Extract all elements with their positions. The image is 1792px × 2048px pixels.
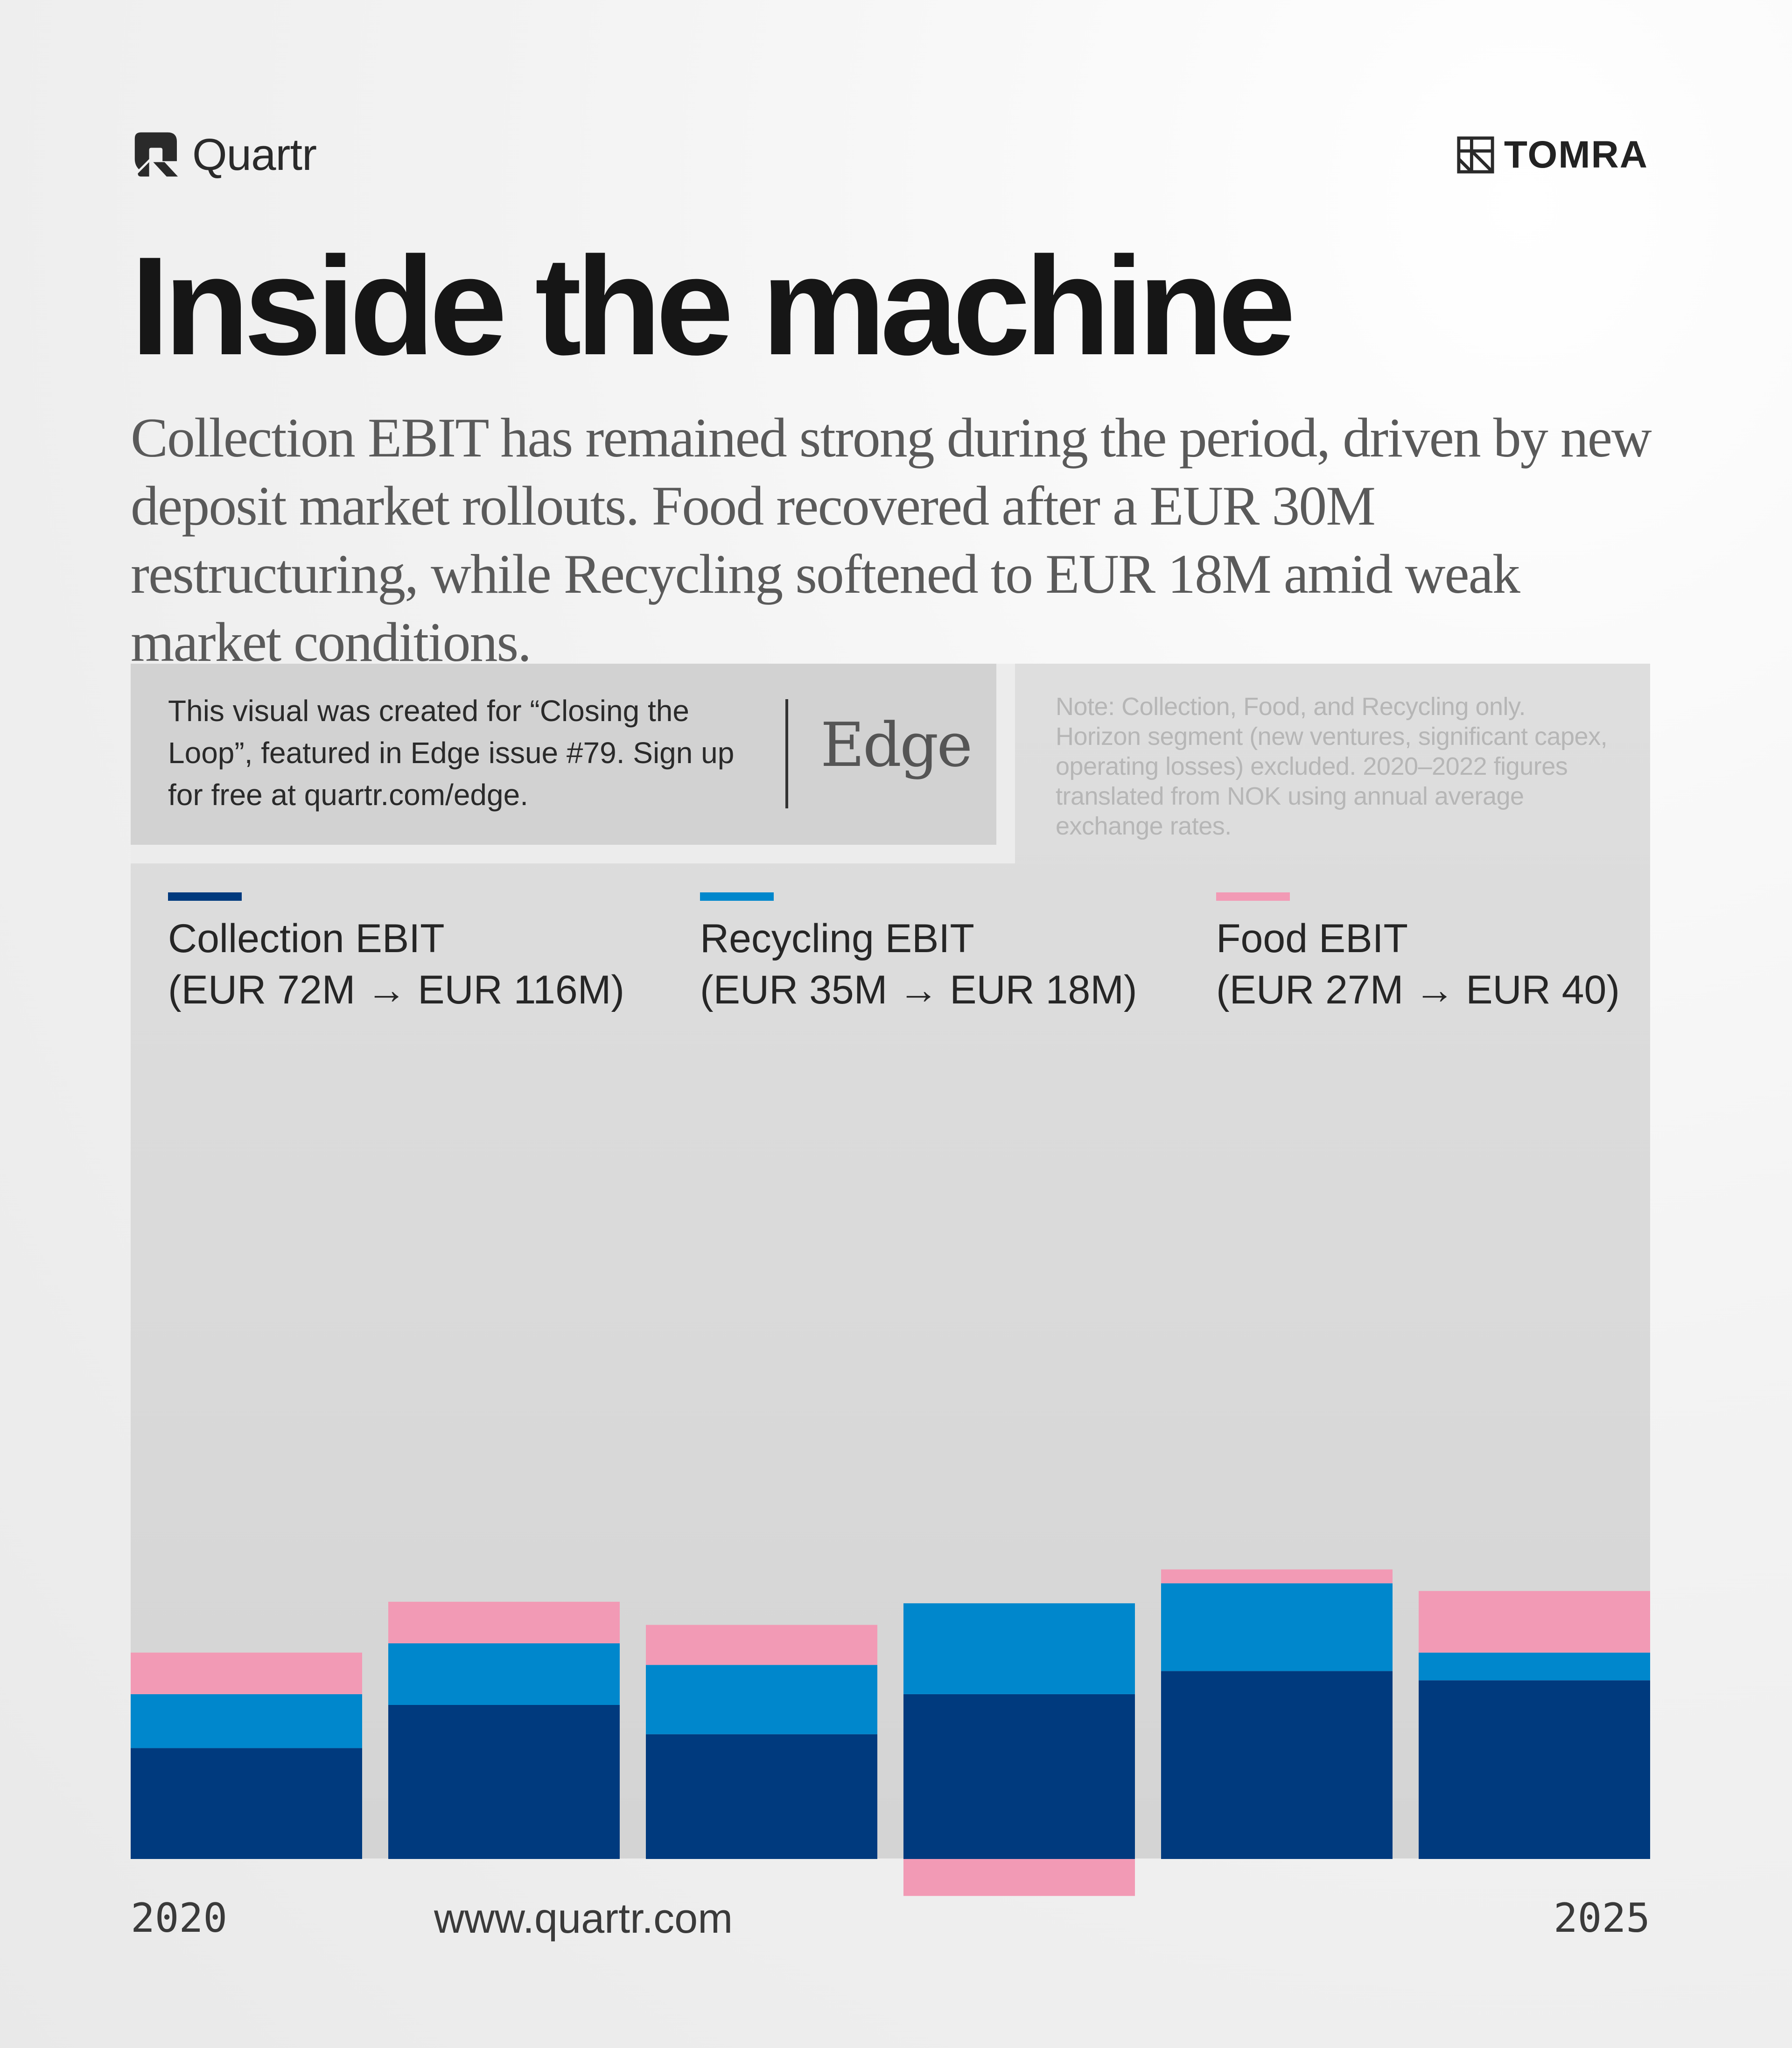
promo-box: [131, 664, 996, 845]
legend-range-collection: (EUR 72M → EUR 116M): [168, 968, 625, 1012]
promo-divider: [785, 699, 788, 808]
x-axis-end-label: 2025: [1553, 1895, 1650, 1942]
bar-food-2022: [646, 1625, 877, 1665]
legend-swatch-collection: [168, 892, 242, 901]
promo-separator: [131, 845, 1015, 863]
bar-recycling-2022: [646, 1665, 877, 1734]
edge-logo: Edge: [820, 709, 973, 780]
footer-url[interactable]: www.quartr.com: [434, 1895, 733, 1942]
legend-swatch-food: [1216, 892, 1290, 901]
bar-collection-2025: [1419, 1680, 1650, 1859]
bar-collection-2024: [1161, 1671, 1393, 1859]
bar-food-2025: [1419, 1591, 1650, 1653]
legend-range-recycling: (EUR 35M → EUR 18M): [700, 968, 1137, 1012]
bar-collection-2021: [388, 1705, 620, 1859]
bar-food-2024: [1161, 1569, 1393, 1584]
legend-range-food: (EUR 27M → EUR 40): [1216, 968, 1620, 1012]
legend-name-food: Food EBIT: [1216, 916, 1408, 961]
tomra-logo: TOMRA: [1456, 132, 1648, 178]
legend-name-recycling: Recycling EBIT: [700, 916, 974, 961]
tomra-logo-text: TOMRA: [1504, 133, 1648, 176]
quartr-logo: Quartr: [131, 127, 317, 183]
bar-recycling-2020: [131, 1694, 362, 1748]
legend-item-recycling: Recycling EBIT (EUR 35M → EUR 18M): [700, 892, 1137, 1016]
bar-recycling-2023: [903, 1603, 1135, 1694]
tomra-logo-icon: [1457, 136, 1494, 174]
bar-recycling-2024: [1161, 1583, 1393, 1671]
bar-collection-2020: [131, 1748, 362, 1859]
x-axis-start-label: 2020: [131, 1895, 228, 1942]
page-title: Inside the machine: [131, 227, 1296, 384]
legend-swatch-recycling: [700, 892, 774, 901]
bar-collection-2023: [903, 1694, 1135, 1859]
quartr-logo-text: Quartr: [192, 130, 317, 180]
quartr-logo-icon: [134, 132, 178, 177]
bar-food-2020: [131, 1652, 362, 1694]
panel-notch: [996, 664, 1015, 863]
bar-recycling-2025: [1419, 1652, 1650, 1681]
page-subtitle: Collection EBIT has remained strong duri…: [131, 407, 1652, 673]
legend-item-food: Food EBIT (EUR 27M → EUR 40): [1216, 892, 1620, 1016]
bar-collection-2022: [646, 1734, 877, 1859]
legend-item-collection: Collection EBIT (EUR 72M → EUR 116M): [168, 892, 624, 1016]
bar-food-2023: [903, 1859, 1135, 1896]
promo-text: This visual was created for “Closing the…: [168, 694, 735, 812]
chart-note: Note: Collection, Food, and Recycling on…: [1056, 693, 1608, 840]
legend-name-collection: Collection EBIT: [168, 916, 445, 961]
bar-food-2021: [388, 1601, 620, 1643]
bar-recycling-2021: [388, 1643, 620, 1705]
